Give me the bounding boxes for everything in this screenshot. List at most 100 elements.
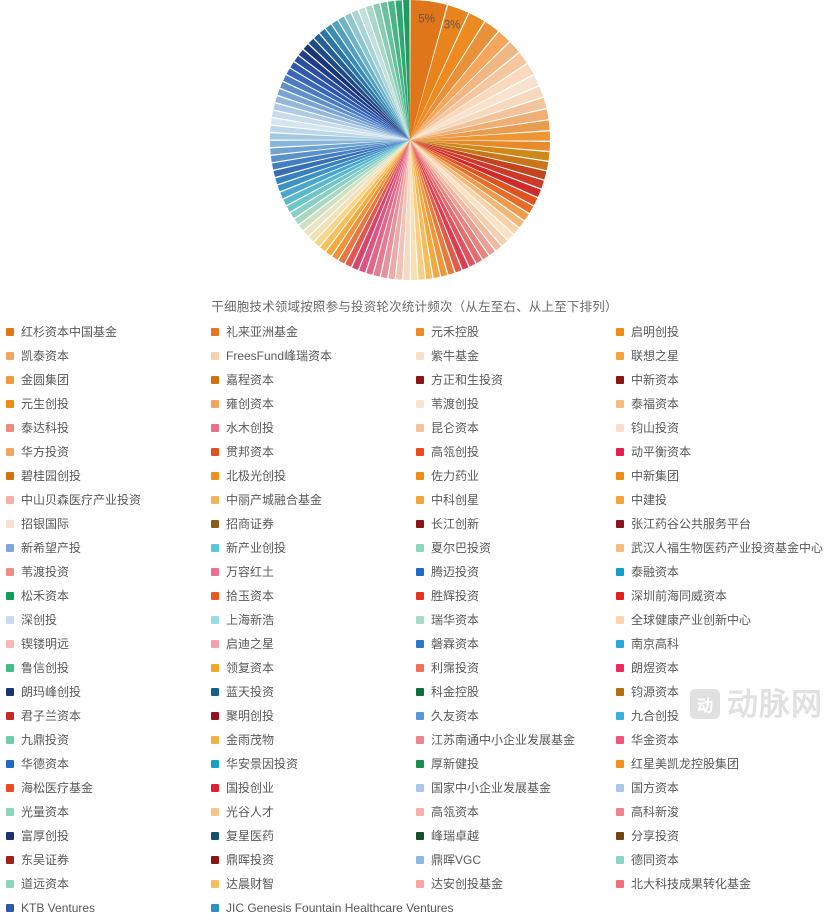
- legend-item[interactable]: 国方资本: [616, 776, 829, 800]
- legend-item[interactable]: 德同资本: [616, 848, 829, 872]
- legend-item[interactable]: 华德资本: [6, 752, 206, 776]
- legend-item[interactable]: 聚明创投: [211, 704, 411, 728]
- legend-item[interactable]: 泰达科投: [6, 416, 206, 440]
- legend-item[interactable]: 钧山投资: [616, 416, 829, 440]
- legend-item[interactable]: 苇渡创投: [416, 392, 616, 416]
- legend-item[interactable]: 佐力药业: [416, 464, 616, 488]
- legend-color-swatch: [416, 640, 424, 648]
- legend-item[interactable]: 中科创星: [416, 488, 616, 512]
- legend-item[interactable]: 苇渡投资: [6, 560, 206, 584]
- legend-item[interactable]: 久友资本: [416, 704, 616, 728]
- legend-item[interactable]: 水木创投: [211, 416, 411, 440]
- legend-item[interactable]: 朗煜资本: [616, 656, 829, 680]
- legend-item[interactable]: KTB Ventures: [6, 896, 206, 920]
- legend-item[interactable]: 启迪之星: [211, 632, 411, 656]
- legend-item[interactable]: 元禾控股: [416, 320, 616, 344]
- legend-item[interactable]: 启明创投: [616, 320, 829, 344]
- legend-item[interactable]: 招银国际: [6, 512, 206, 536]
- legend-item[interactable]: 复星医药: [211, 824, 411, 848]
- legend-item[interactable]: 深创投: [6, 608, 206, 632]
- legend-item[interactable]: 全球健康产业创新中心: [616, 608, 829, 632]
- legend-item[interactable]: 分享投资: [616, 824, 829, 848]
- legend-item[interactable]: 南京高科: [616, 632, 829, 656]
- legend-item[interactable]: 九合创投: [616, 704, 829, 728]
- legend-item[interactable]: 厚新健投: [416, 752, 616, 776]
- legend-item[interactable]: 富厚创投: [6, 824, 206, 848]
- legend-item[interactable]: 礼来亚洲基金: [211, 320, 411, 344]
- legend-item[interactable]: 红杉资本中国基金: [6, 320, 206, 344]
- legend-item[interactable]: 中建投: [616, 488, 829, 512]
- legend-item[interactable]: 元生创投: [6, 392, 206, 416]
- legend-item[interactable]: 华方投资: [6, 440, 206, 464]
- legend-item[interactable]: 胜辉投资: [416, 584, 616, 608]
- legend-item[interactable]: 动平衡资本: [616, 440, 829, 464]
- legend-item[interactable]: 高瓴创投: [416, 440, 616, 464]
- legend-item[interactable]: 领复资本: [211, 656, 411, 680]
- legend-item[interactable]: 磐霖资本: [416, 632, 616, 656]
- legend-item[interactable]: 道远资本: [6, 872, 206, 896]
- legend-item[interactable]: 腾迈投资: [416, 560, 616, 584]
- legend-item[interactable]: 碧桂园创投: [6, 464, 206, 488]
- legend-item[interactable]: 中新资本: [616, 368, 829, 392]
- legend-item[interactable]: 方正和生投资: [416, 368, 616, 392]
- legend-item[interactable]: 中新集团: [616, 464, 829, 488]
- legend-item[interactable]: 江苏南通中小企业发展基金: [416, 728, 616, 752]
- legend-item[interactable]: 光量资本: [6, 800, 206, 824]
- legend-item[interactable]: 北大科技成果转化基金: [616, 872, 829, 896]
- legend-item[interactable]: 新希望产投: [6, 536, 206, 560]
- legend-item[interactable]: 鼎晖投资: [211, 848, 411, 872]
- legend-item[interactable]: 利霈投资: [416, 656, 616, 680]
- legend-item[interactable]: 金圆集团: [6, 368, 206, 392]
- legend-item[interactable]: 光谷人才: [211, 800, 411, 824]
- legend-item[interactable]: 新产业创投: [211, 536, 411, 560]
- legend-item[interactable]: 长江创新: [416, 512, 616, 536]
- legend-item[interactable]: 国投创业: [211, 776, 411, 800]
- legend-item[interactable]: 君子兰资本: [6, 704, 206, 728]
- legend-item[interactable]: 中丽产城融合基金: [211, 488, 411, 512]
- legend-item[interactable]: 鲁信创投: [6, 656, 206, 680]
- legend-item[interactable]: 中山贝森医疗产业投资: [6, 488, 206, 512]
- legend-item[interactable]: 张江药谷公共服务平台: [616, 512, 829, 536]
- legend-item[interactable]: 朗玛峰创投: [6, 680, 206, 704]
- legend-item[interactable]: 科金控股: [416, 680, 616, 704]
- legend-item[interactable]: 鼎晖VGC: [416, 848, 616, 872]
- legend-item[interactable]: 泰福资本: [616, 392, 829, 416]
- legend-item[interactable]: 钧源资本: [616, 680, 829, 704]
- legend-item[interactable]: 拾玉资本: [211, 584, 411, 608]
- legend-item[interactable]: 国家中小企业发展基金: [416, 776, 616, 800]
- legend-item[interactable]: 招商证券: [211, 512, 411, 536]
- legend-item[interactable]: 夏尔巴投资: [416, 536, 616, 560]
- legend-item[interactable]: 高科新浚: [616, 800, 829, 824]
- legend-item[interactable]: 泰融资本: [616, 560, 829, 584]
- legend-item[interactable]: 华金资本: [616, 728, 829, 752]
- legend-item[interactable]: 达晨财智: [211, 872, 411, 896]
- legend-item[interactable]: 金雨茂物: [211, 728, 411, 752]
- legend-item[interactable]: JIC Genesis Fountain Healthcare Ventures: [211, 896, 453, 920]
- legend-item[interactable]: 峰瑞卓越: [416, 824, 616, 848]
- legend-item[interactable]: 深圳前海同威资本: [616, 584, 829, 608]
- legend-item[interactable]: 昆仑资本: [416, 416, 616, 440]
- pie-slice: 钧源资本: [275, 140, 410, 185]
- legend-item[interactable]: 松禾资本: [6, 584, 206, 608]
- legend-item[interactable]: 蓝天投资: [211, 680, 411, 704]
- legend-item[interactable]: 联想之星: [616, 344, 829, 368]
- legend-item[interactable]: 九鼎投资: [6, 728, 206, 752]
- legend-item[interactable]: 万容红土: [211, 560, 411, 584]
- legend-item[interactable]: FreesFund峰瑞资本: [211, 344, 411, 368]
- legend-item[interactable]: 华安景因投资: [211, 752, 411, 776]
- legend-item[interactable]: 锲镂明远: [6, 632, 206, 656]
- legend-item[interactable]: 武汉人福生物医药产业投资基金中心: [616, 536, 829, 560]
- legend-item[interactable]: 上海新浩: [211, 608, 411, 632]
- legend-item[interactable]: 北极光创投: [211, 464, 411, 488]
- legend-item[interactable]: 海松医疗基金: [6, 776, 206, 800]
- legend-item[interactable]: 贯邦资本: [211, 440, 411, 464]
- legend-item[interactable]: 紫牛基金: [416, 344, 616, 368]
- legend-item[interactable]: 达安创投基金: [416, 872, 616, 896]
- legend-item[interactable]: 红星美凯龙控股集团: [616, 752, 829, 776]
- legend-item[interactable]: 瑞华资本: [416, 608, 616, 632]
- legend-item[interactable]: 嘉程资本: [211, 368, 411, 392]
- legend-item[interactable]: 雍创资本: [211, 392, 411, 416]
- legend-item[interactable]: 高瓴资本: [416, 800, 616, 824]
- legend-item[interactable]: 凯泰资本: [6, 344, 206, 368]
- legend-item[interactable]: 东吴证券: [6, 848, 206, 872]
